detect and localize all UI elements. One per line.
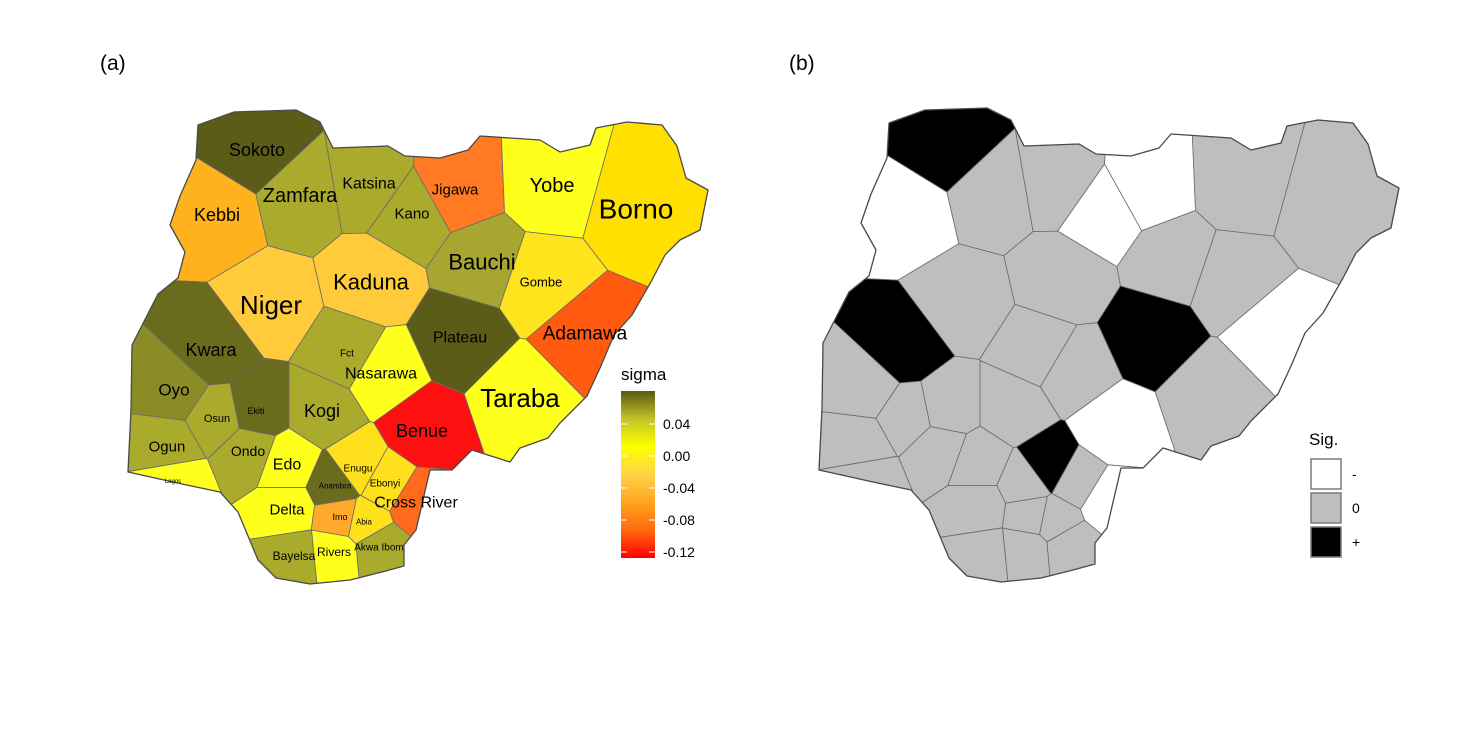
state-label-taraba: Taraba — [480, 383, 560, 413]
state-label-plateau: Plateau — [433, 330, 487, 347]
significance-legend-items: - 0 + — [1310, 458, 1360, 558]
state-label-adamawa: Adamawa — [543, 324, 628, 345]
country-outline-b — [818, 107, 1400, 583]
state-label-ondo: Ondo — [231, 443, 265, 459]
country-outline-a — [127, 109, 709, 585]
state-label-jigawa: Jigawa — [432, 182, 479, 199]
state-label-benue: Benue — [396, 421, 448, 441]
significance-legend: Sig. - 0 + — [1309, 430, 1360, 558]
panel-label-a: (a) — [100, 52, 126, 75]
state-label-fct: Fct — [340, 349, 354, 360]
state-label-lagos: Lagos — [165, 479, 181, 485]
sigma-legend: sigma 0.04 0.00 -0.04 -0.08 -0.12 — [621, 365, 695, 560]
state-label-gombe: Gombe — [520, 275, 563, 290]
sigma-tick-label: -0.12 — [663, 544, 695, 560]
state-label-bauchi: Bauchi — [448, 250, 515, 275]
sig-legend-swatch — [1310, 458, 1342, 490]
state-label-edo: Edo — [273, 457, 302, 474]
state-label-borno: Borno — [599, 194, 674, 225]
state-label-kaduna: Kaduna — [333, 270, 410, 295]
state-label-rivers: Rivers — [317, 545, 351, 559]
state-label-kwara: Kwara — [185, 340, 237, 360]
state-label-delta: Delta — [269, 502, 305, 519]
state-label-kano: Kano — [394, 206, 429, 223]
sigma-tick-label: -0.08 — [663, 512, 695, 528]
state-label-imo: Imo — [332, 512, 347, 522]
sig-legend-swatch — [1310, 492, 1342, 524]
significance-map — [818, 107, 1400, 583]
state-label-katsina: Katsina — [342, 176, 395, 193]
state-label-kebbi: Kebbi — [194, 205, 240, 225]
state-polygons-b — [818, 107, 1400, 583]
sigma-tick-label: -0.04 — [663, 480, 695, 496]
state-label-cross-river: Cross River — [374, 495, 458, 512]
state-label-ekiti: Ekiti — [247, 406, 264, 416]
state-label-anambra: Anambra — [319, 482, 352, 491]
state-label-niger: Niger — [240, 290, 302, 320]
state-label-enugu: Enugu — [344, 464, 373, 475]
sigma-legend-ticks: 0.04 0.00 -0.04 -0.08 -0.12 — [621, 416, 695, 560]
state-label-oyo: Oyo — [158, 381, 189, 400]
sigma-tick-label: 0.04 — [663, 416, 690, 432]
state-label-kogi: Kogi — [304, 401, 340, 421]
state-label-abia: Abia — [356, 518, 373, 527]
state-label-ogun: Ogun — [149, 439, 186, 456]
state-bayelsa-b — [940, 527, 1009, 583]
sigma-tick-label: 0.00 — [663, 448, 690, 464]
state-label-sokoto: Sokoto — [229, 140, 285, 160]
state-label-zamfara: Zamfara — [263, 185, 338, 207]
state-polygons-a — [127, 109, 709, 585]
state-label-nasarawa: Nasarawa — [345, 366, 417, 383]
state-label-bayelsa: Bayelsa — [273, 549, 316, 563]
state-label-ebonyi: Ebonyi — [370, 479, 401, 490]
sig-legend-label: + — [1352, 534, 1360, 550]
sigma-legend-title: sigma — [621, 365, 667, 384]
sig-legend-label: - — [1352, 466, 1357, 482]
state-label-osun: Osun — [204, 413, 230, 425]
panel-label-b: (b) — [789, 52, 815, 75]
sig-legend-label: 0 — [1352, 500, 1360, 516]
sig-legend-swatch — [1310, 526, 1342, 558]
state-label-yobe: Yobe — [530, 175, 575, 197]
state-label-akwa-ibom: Akwa Ibom — [354, 543, 403, 554]
significance-legend-title: Sig. — [1309, 430, 1338, 449]
sigma-colorbar — [621, 391, 655, 558]
